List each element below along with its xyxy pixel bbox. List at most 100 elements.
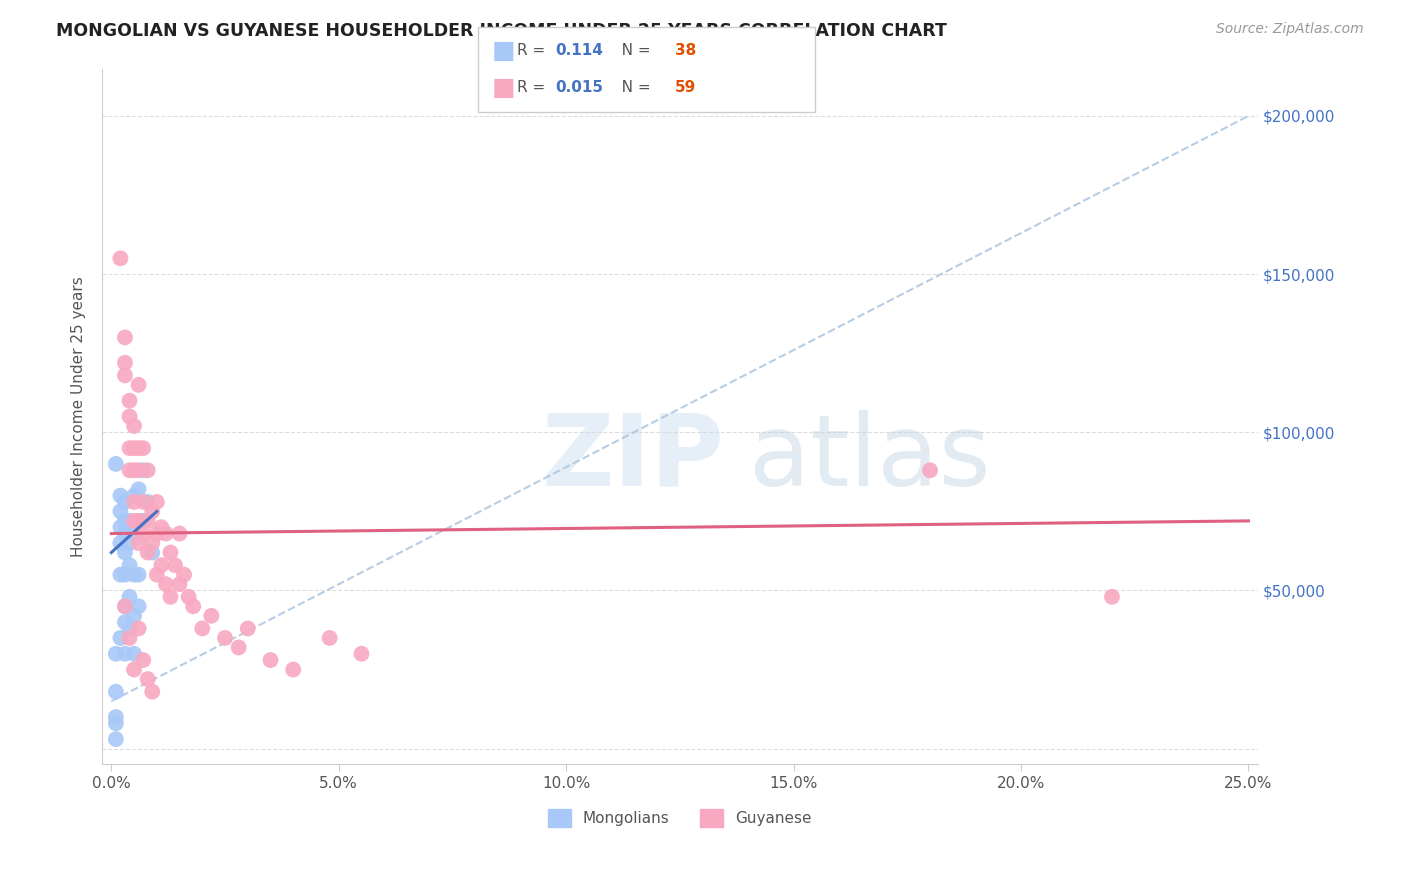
Text: R =: R = bbox=[517, 80, 555, 95]
Point bbox=[114, 615, 136, 629]
Point bbox=[110, 536, 132, 550]
Text: Source: ZipAtlas.com: Source: ZipAtlas.com bbox=[1216, 22, 1364, 37]
Point bbox=[177, 590, 200, 604]
Text: N =: N = bbox=[607, 80, 655, 95]
Point bbox=[214, 631, 236, 645]
Point bbox=[136, 672, 159, 686]
Point bbox=[114, 356, 136, 370]
Point bbox=[122, 489, 145, 503]
Point bbox=[114, 514, 136, 528]
Point bbox=[169, 577, 191, 591]
Point bbox=[132, 653, 155, 667]
Point bbox=[155, 577, 177, 591]
Point bbox=[283, 663, 305, 677]
Point bbox=[118, 536, 141, 550]
Point bbox=[114, 647, 136, 661]
Point bbox=[128, 377, 150, 392]
Point bbox=[181, 599, 204, 614]
Text: ZIP: ZIP bbox=[541, 409, 724, 507]
Point bbox=[136, 545, 159, 559]
Text: ■: ■ bbox=[492, 76, 516, 100]
Point bbox=[118, 409, 141, 424]
Point bbox=[191, 622, 214, 636]
Point bbox=[146, 567, 169, 582]
Point bbox=[128, 622, 150, 636]
Point bbox=[132, 441, 155, 455]
Point bbox=[122, 514, 145, 528]
Point bbox=[122, 495, 145, 509]
Point bbox=[155, 526, 177, 541]
Text: 0.015: 0.015 bbox=[555, 80, 603, 95]
Point bbox=[104, 716, 127, 731]
Point bbox=[118, 441, 141, 455]
Point bbox=[259, 653, 281, 667]
Point bbox=[104, 647, 127, 661]
Point bbox=[118, 590, 141, 604]
Point bbox=[159, 545, 181, 559]
Point bbox=[318, 631, 340, 645]
Point bbox=[128, 599, 150, 614]
Point bbox=[110, 567, 132, 582]
Point bbox=[122, 526, 145, 541]
Point bbox=[132, 526, 155, 541]
Point bbox=[146, 526, 169, 541]
Point bbox=[118, 622, 141, 636]
Text: N =: N = bbox=[607, 43, 655, 58]
Point bbox=[114, 368, 136, 383]
Point bbox=[114, 567, 136, 582]
Point bbox=[159, 590, 181, 604]
Point bbox=[114, 599, 136, 614]
Point bbox=[132, 495, 155, 509]
Point bbox=[114, 545, 136, 559]
Point bbox=[141, 545, 163, 559]
Point bbox=[122, 647, 145, 661]
Point bbox=[163, 558, 186, 573]
Point bbox=[169, 526, 191, 541]
Point bbox=[150, 558, 173, 573]
Y-axis label: Householder Income Under 25 years: Householder Income Under 25 years bbox=[72, 277, 86, 557]
Point bbox=[122, 419, 145, 434]
Point bbox=[128, 441, 150, 455]
Legend: Mongolians, Guyanese: Mongolians, Guyanese bbox=[541, 803, 818, 833]
Point bbox=[118, 558, 141, 573]
Point bbox=[128, 567, 150, 582]
Point bbox=[141, 504, 163, 518]
Point bbox=[128, 536, 150, 550]
Point bbox=[122, 608, 145, 623]
Point bbox=[110, 631, 132, 645]
Point bbox=[136, 463, 159, 477]
Point bbox=[150, 520, 173, 534]
Point bbox=[110, 489, 132, 503]
Point bbox=[141, 536, 163, 550]
Point bbox=[114, 330, 136, 344]
Point bbox=[114, 526, 136, 541]
Point bbox=[1101, 590, 1123, 604]
Point bbox=[122, 441, 145, 455]
Point bbox=[118, 631, 141, 645]
Point bbox=[114, 495, 136, 509]
Point bbox=[228, 640, 250, 655]
Point bbox=[918, 463, 941, 477]
Point bbox=[104, 457, 127, 471]
Point bbox=[118, 463, 141, 477]
Text: 0.114: 0.114 bbox=[555, 43, 603, 58]
Point bbox=[128, 483, 150, 497]
Point bbox=[110, 504, 132, 518]
Text: R =: R = bbox=[517, 43, 555, 58]
Point bbox=[136, 495, 159, 509]
Point bbox=[132, 463, 155, 477]
Text: ■: ■ bbox=[492, 38, 516, 62]
Point bbox=[146, 495, 169, 509]
Point bbox=[118, 393, 141, 408]
Point bbox=[200, 608, 222, 623]
Point bbox=[114, 599, 136, 614]
Point bbox=[122, 463, 145, 477]
Point bbox=[128, 514, 150, 528]
Point bbox=[110, 520, 132, 534]
Point bbox=[132, 514, 155, 528]
Point bbox=[236, 622, 259, 636]
Point bbox=[141, 684, 163, 698]
Text: MONGOLIAN VS GUYANESE HOUSEHOLDER INCOME UNDER 25 YEARS CORRELATION CHART: MONGOLIAN VS GUYANESE HOUSEHOLDER INCOME… bbox=[56, 22, 948, 40]
Point bbox=[104, 710, 127, 724]
Point bbox=[128, 463, 150, 477]
